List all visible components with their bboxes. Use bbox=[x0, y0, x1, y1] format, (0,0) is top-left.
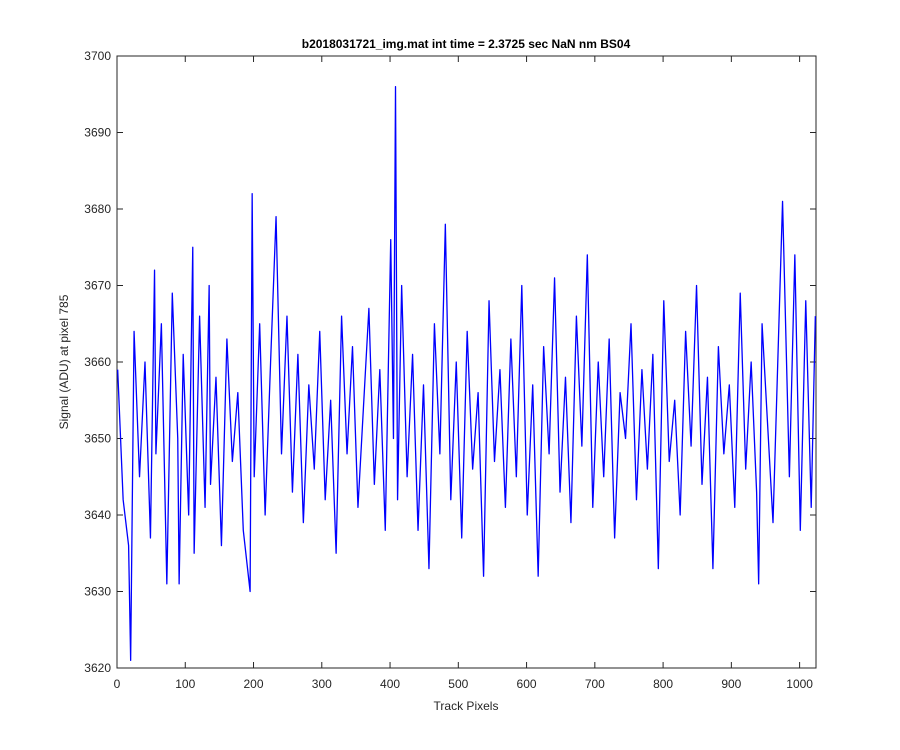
data-line bbox=[117, 85, 816, 661]
x-tick-label: 1000 bbox=[786, 677, 813, 691]
x-tick-label: 800 bbox=[653, 677, 673, 691]
y-axis-label: Signal (ADU) at pixel 785 bbox=[57, 294, 71, 429]
y-tick-label: 3650 bbox=[84, 432, 111, 446]
x-tick-label: 200 bbox=[244, 677, 264, 691]
x-tick-label: 0 bbox=[114, 677, 121, 691]
y-tick-label: 3670 bbox=[84, 279, 111, 293]
y-tick-label: 3680 bbox=[84, 202, 111, 216]
y-tick-label: 3630 bbox=[84, 585, 111, 599]
y-tick-label: 3620 bbox=[84, 661, 111, 675]
chart-title: b2018031721_img.mat int time = 2.3725 se… bbox=[302, 37, 631, 51]
y-tick-label: 3640 bbox=[84, 508, 111, 522]
x-tick-label: 600 bbox=[517, 677, 537, 691]
x-tick-label: 400 bbox=[380, 677, 400, 691]
x-tick-label: 900 bbox=[721, 677, 741, 691]
y-tick-label: 3700 bbox=[84, 49, 111, 63]
x-tick-label: 500 bbox=[448, 677, 468, 691]
x-axis-label: Track Pixels bbox=[434, 699, 499, 713]
y-tick-label: 3660 bbox=[84, 355, 111, 369]
x-tick-label: 300 bbox=[312, 677, 332, 691]
x-tick-label: 700 bbox=[585, 677, 605, 691]
y-tick-label: 3690 bbox=[84, 126, 111, 140]
x-tick-label: 100 bbox=[175, 677, 195, 691]
